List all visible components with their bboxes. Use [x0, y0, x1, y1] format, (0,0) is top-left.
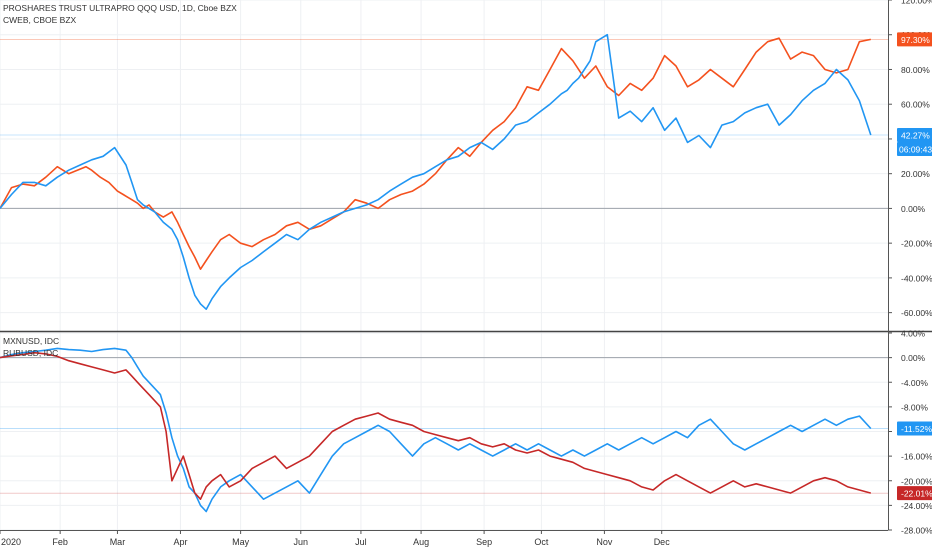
x-tick-label: Dec — [654, 537, 671, 547]
series-line-bottom-0 — [0, 347, 872, 513]
grid — [0, 0, 888, 531]
y-tick-label: -60.00% — [901, 308, 932, 318]
last-value-badge — [897, 486, 932, 501]
legend-label: RUBUSD, IDC — [3, 348, 58, 358]
y-tick-label: 0.00% — [901, 204, 926, 214]
time-badge — [897, 142, 932, 157]
y-tick-label: -20.00% — [901, 239, 932, 249]
x-tick-label: May — [232, 537, 250, 547]
y-tick-label: 80.00% — [901, 65, 930, 75]
series-line-top-0 — [0, 37, 871, 270]
x-tick-label: Jul — [355, 537, 367, 547]
last-value-label: 42.27% — [901, 131, 930, 141]
last-value-badge — [897, 421, 932, 436]
x-tick-label: Feb — [52, 537, 68, 547]
legend-label: PROSHARES TRUST ULTRAPRO QQQ USD, 1D, Cb… — [3, 3, 237, 13]
last-value-badge — [897, 32, 932, 47]
y-tick-label: 120.00% — [901, 0, 932, 6]
legend-label: CWEB, CBOE BZX — [3, 15, 77, 25]
y-tick-label: -28.00% — [901, 526, 932, 536]
legend-label: MXNUSD, IDC — [3, 336, 59, 346]
x-tick-label: Jun — [294, 537, 309, 547]
x-tick-label: Apr — [173, 537, 187, 547]
y-tick-label: -8.00% — [901, 402, 928, 412]
y-tick-label: 60.00% — [901, 100, 930, 110]
series-line-bottom-1 — [0, 351, 872, 500]
y-tick-label: -4.00% — [901, 378, 928, 388]
x-tick-label: Oct — [534, 537, 549, 547]
y-tick-label: 0.00% — [901, 353, 926, 363]
x-tick-label: Sep — [476, 537, 492, 547]
last-value-label: -11.52% — [901, 424, 932, 434]
y-tick-label: -16.00% — [901, 452, 932, 462]
y-tick-label: -24.00% — [901, 501, 932, 511]
x-tick-label: Nov — [596, 537, 613, 547]
series-line-top-1 — [0, 33, 872, 310]
x-tick-label: Aug — [413, 537, 429, 547]
last-value-label: 97.30% — [901, 35, 930, 45]
x-tick-label: Mar — [110, 537, 126, 547]
series-layer — [0, 33, 872, 513]
labels: 97.30% 42.27% PROSHARES TRUST ULTRAPRO QQQ… — [3, 3, 932, 501]
y-tick-label: 20.00% — [901, 169, 930, 179]
y-tick-label: -20.00% — [901, 476, 932, 486]
last-value-label: -22.01% — [901, 489, 932, 499]
time-badge-label: 06:09:43 — [899, 145, 932, 155]
last-value-badge — [897, 128, 932, 143]
x-tick-label: 2020 — [1, 537, 21, 547]
y-tick-label: 4.00% — [901, 329, 926, 339]
y-tick-label: -40.00% — [901, 273, 932, 283]
